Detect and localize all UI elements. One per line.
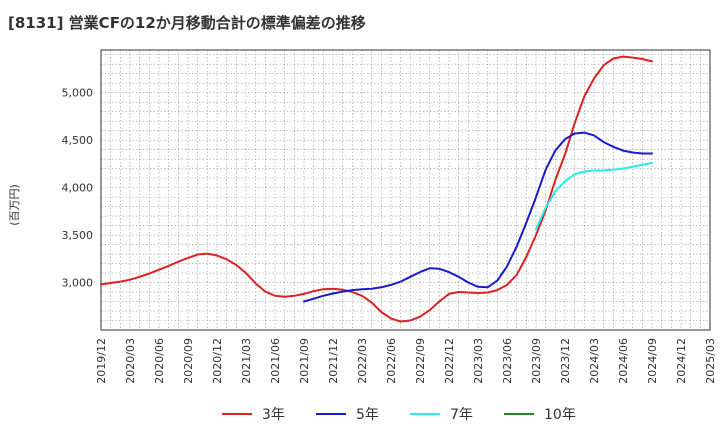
x-tick-label: 2024/09 <box>646 338 659 384</box>
y-tick-label: 5,000 <box>62 87 94 100</box>
y-tick-label: 3,500 <box>62 229 94 242</box>
series-line-2 <box>303 131 653 303</box>
x-tick-label: 2024/12 <box>675 338 688 384</box>
x-tick-label: 2024/06 <box>617 338 630 384</box>
grid <box>100 50 711 331</box>
x-tick-label: 2021/09 <box>298 338 311 384</box>
x-tick-label: 2022/06 <box>385 338 398 384</box>
y-tick-label: 4,000 <box>62 182 94 195</box>
y-tick-label: 3,000 <box>62 277 94 290</box>
x-tick-label: 2022/12 <box>443 338 456 384</box>
x-tick-label: 2021/12 <box>327 338 340 384</box>
x-tick-label: 2020/03 <box>124 338 137 384</box>
x-tick-label: 2021/06 <box>269 338 282 384</box>
y-tick-label: 4,500 <box>62 134 94 147</box>
legend-label: 7年 <box>450 407 473 423</box>
series-lines <box>100 55 653 323</box>
legend-label: 10年 <box>544 407 576 423</box>
x-tick-label: 2020/06 <box>153 338 166 384</box>
legend-label: 3年 <box>262 407 285 423</box>
x-tick-label: 2022/03 <box>356 338 369 384</box>
x-tick-label: 2023/12 <box>559 338 572 384</box>
x-tick-label: 2020/09 <box>182 338 195 384</box>
x-tick-label: 2022/09 <box>414 338 427 384</box>
legend-label: 5年 <box>356 407 379 423</box>
x-tick-label: 2023/09 <box>530 338 543 384</box>
x-tick-label: 2023/03 <box>472 338 485 384</box>
plot-frame <box>100 49 711 331</box>
x-tick-label: 2025/03 <box>704 338 717 384</box>
y-axis-label: (百万円) <box>8 184 21 226</box>
x-tick-label: 2024/03 <box>588 338 601 384</box>
x-tick-label: 2019/12 <box>95 338 108 384</box>
series-line-1 <box>100 55 653 323</box>
x-tick-label: 2020/12 <box>211 338 224 384</box>
legend: 3年 5年 7年 10年 <box>222 407 576 423</box>
chart-title: [8131] 営業CFの12か月移動合計の標準偏差の推移 <box>8 14 366 32</box>
x-tick-label: 2023/06 <box>501 338 514 384</box>
y-axis-ticks: 3,000 3,500 4,000 4,500 5,000 <box>62 87 94 290</box>
x-axis-ticks: 2019/12 2020/03 2020/06 2020/09 2020/12 2021/… <box>95 338 717 384</box>
x-tick-label: 2021/03 <box>240 338 253 384</box>
series-line-3 <box>535 161 653 231</box>
plot-border <box>100 49 711 331</box>
